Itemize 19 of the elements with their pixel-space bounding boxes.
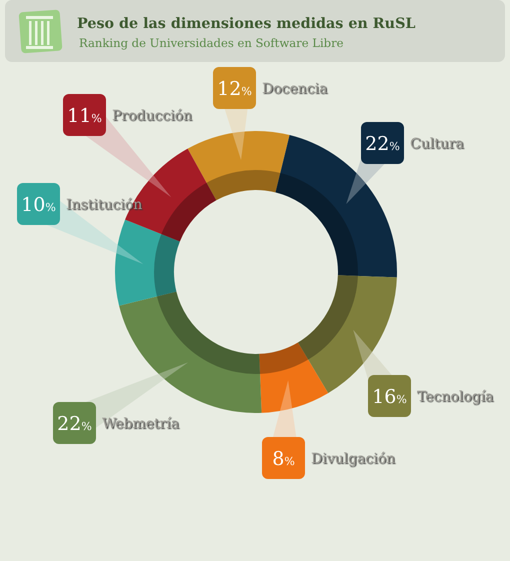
donut-slice — [119, 292, 262, 413]
chart-title: Peso de las dimensiones medidas en RuSL — [77, 16, 416, 32]
donut-slice — [188, 131, 290, 200]
slice-label: Docencia — [262, 81, 328, 97]
slice-label: Producción — [112, 108, 192, 124]
data-label: 22% — [57, 413, 92, 435]
slice-label: Webmetría — [102, 416, 180, 432]
data-label: 11% — [67, 105, 102, 127]
data-label: 10% — [21, 194, 56, 216]
data-label: 16% — [372, 386, 407, 408]
data-label: 22% — [365, 133, 400, 155]
slice-label: Tecnología — [417, 389, 494, 405]
data-label: 8% — [272, 448, 295, 470]
donut-slice — [115, 220, 180, 306]
slice-label: Divulgación — [311, 451, 396, 467]
data-label: 12% — [217, 78, 252, 100]
slice-label: Cultura — [410, 136, 464, 152]
donut-slice — [259, 342, 328, 413]
chart-subtitle: Ranking de Universidades en Software Libre — [79, 36, 344, 50]
